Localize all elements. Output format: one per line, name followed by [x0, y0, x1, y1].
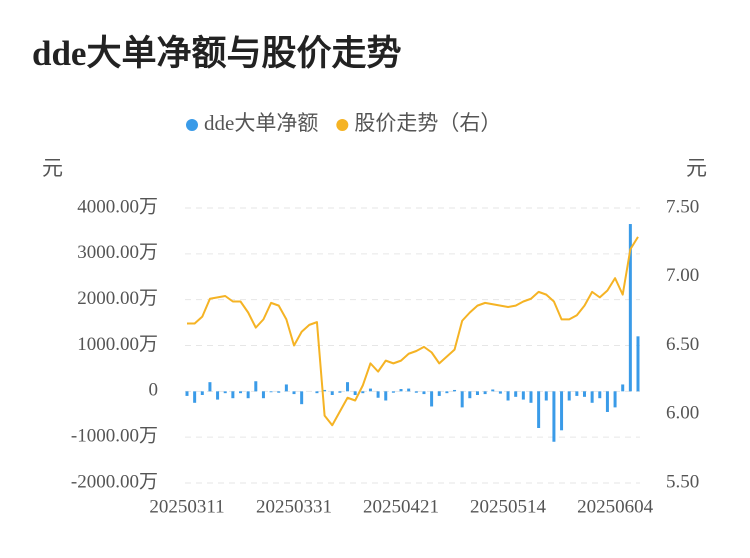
bar [208, 382, 212, 392]
bar [437, 391, 441, 396]
bar [430, 391, 434, 407]
x-tick-label: 20250514 [470, 496, 547, 517]
bar [254, 381, 258, 392]
bar [261, 391, 265, 399]
y2-tick-label: 5.50 [666, 471, 699, 492]
bar [468, 391, 472, 399]
bar [582, 391, 586, 397]
bar [376, 391, 380, 398]
y2-tick-label: 6.50 [666, 334, 699, 355]
x-tick-label: 20250421 [363, 496, 439, 517]
bar [346, 382, 350, 392]
bar [277, 391, 281, 393]
bar [338, 391, 342, 393]
bar [460, 391, 464, 408]
x-tick-label: 20250311 [149, 496, 224, 517]
bar [292, 391, 296, 395]
y-tick-label: 3000.00万 [77, 242, 158, 263]
bar [368, 388, 372, 392]
bar [605, 391, 609, 412]
bar [552, 391, 556, 442]
y2-tick-label: 7.50 [666, 196, 699, 217]
y-tick-label: 2000.00万 [77, 288, 158, 309]
bar [560, 391, 564, 431]
bar [353, 391, 357, 395]
y2-tick-label: 7.00 [666, 265, 699, 286]
bar [323, 389, 327, 392]
bar [445, 391, 449, 394]
bar [391, 391, 395, 393]
legend-label: 股价走势（右） [354, 111, 501, 135]
y-tick-label: -2000.00万 [71, 471, 158, 492]
bar [246, 391, 250, 399]
bar [315, 391, 319, 394]
bar [598, 391, 602, 399]
bar [231, 391, 235, 399]
bar [200, 391, 204, 395]
bar [514, 391, 518, 397]
legend-label: dde大单净额 [204, 111, 318, 135]
bar [529, 391, 533, 403]
bar [636, 336, 640, 392]
bar [414, 391, 418, 393]
y2-axis-label: 元 [686, 156, 707, 180]
bar [384, 391, 388, 401]
bar [537, 391, 541, 428]
bar [613, 391, 617, 408]
y-axis-label: 元 [42, 156, 63, 180]
bar [223, 391, 227, 394]
bar [544, 391, 548, 401]
bar [361, 391, 365, 394]
bar [567, 391, 571, 401]
y2-tick-label: 6.00 [666, 403, 699, 424]
bar [491, 389, 495, 392]
bar [269, 391, 273, 393]
bar [498, 391, 502, 394]
bar [521, 391, 525, 400]
bar [185, 391, 189, 396]
bar [300, 391, 304, 405]
bar [399, 389, 403, 392]
bar [422, 391, 426, 395]
bar [193, 391, 197, 403]
bar [575, 391, 579, 396]
bar [628, 224, 632, 392]
y-tick-label: -1000.00万 [71, 426, 158, 447]
bar [483, 391, 487, 395]
y-tick-label: 1000.00万 [77, 334, 158, 355]
bar [621, 384, 625, 392]
chart-title: dde大单净额与股价走势 [32, 34, 401, 73]
bar [453, 389, 457, 392]
bar [330, 391, 334, 395]
y-tick-label: 4000.00万 [77, 196, 158, 217]
y-tick-label: 0 [149, 380, 159, 401]
legend-marker [186, 119, 198, 131]
price-line [187, 236, 639, 427]
bar [284, 384, 288, 392]
legend-marker [336, 119, 349, 131]
bar [239, 391, 243, 394]
bar [216, 391, 220, 400]
bar [590, 391, 594, 403]
x-tick-label: 20250331 [256, 496, 332, 517]
bar [407, 388, 411, 392]
x-tick-label: 20250604 [577, 496, 654, 517]
bar [475, 391, 479, 395]
bar [506, 391, 510, 401]
